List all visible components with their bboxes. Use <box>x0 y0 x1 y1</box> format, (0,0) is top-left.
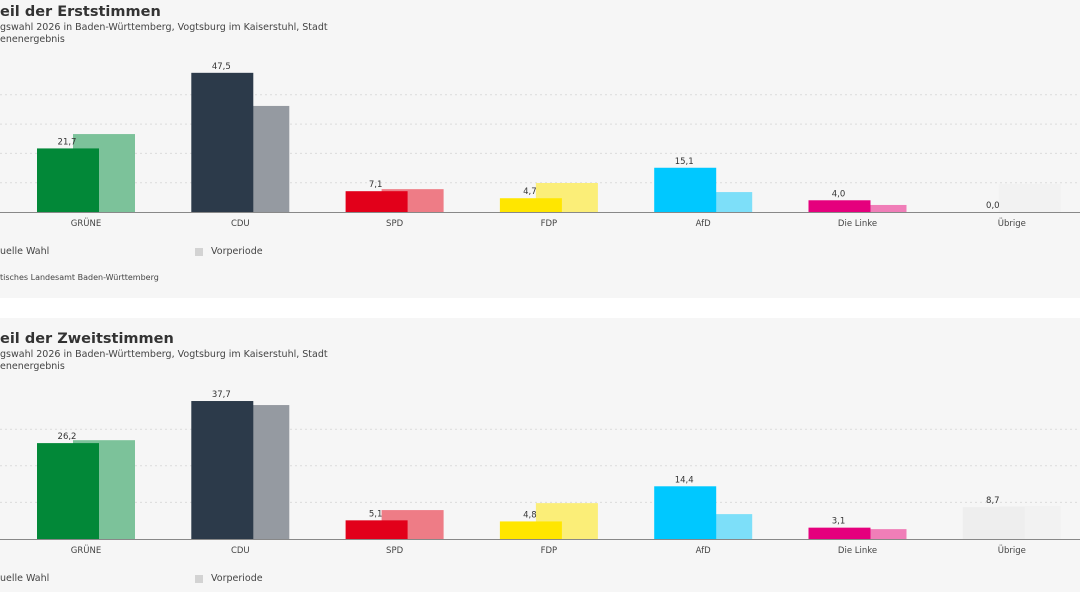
data-label: 8,7 <box>986 496 1000 506</box>
data-label: 26,2 <box>58 432 77 442</box>
data-label: 4,7 <box>523 187 537 197</box>
category-label: Die Linke <box>838 219 877 229</box>
chart-subtitle-2: enenergebnis <box>0 34 65 45</box>
data-label: 7,1 <box>369 180 383 190</box>
bar-current <box>345 191 408 212</box>
bar-current <box>37 443 99 539</box>
bar-current <box>191 401 254 539</box>
bar-current <box>962 507 1025 539</box>
data-label: 37,7 <box>212 390 231 400</box>
legend-swatch-previous <box>195 248 203 256</box>
legend-current: uelle Wahl <box>0 573 50 584</box>
chart-subtitle: gswahl 2026 in Baden-Württemberg, Vogtsb… <box>0 349 328 360</box>
bar-current <box>808 527 871 539</box>
bar-current <box>191 72 254 212</box>
chart-subtitle-2: enenergebnis <box>0 361 65 372</box>
chart-panel-zweitstimmen: eil der Zweitstimmen gswahl 2026 in Bade… <box>0 318 1080 592</box>
bar-previous <box>844 529 907 539</box>
bar-current <box>499 521 562 539</box>
category-label: GRÜNE <box>71 218 101 229</box>
category-label: AfD <box>696 546 712 556</box>
legend-previous: Vorperiode <box>211 246 263 257</box>
data-label: 5,1 <box>369 509 383 519</box>
bar-previous <box>998 183 1061 212</box>
category-label: SPD <box>386 546 404 556</box>
bar-chart-zweitstimmen: 26,2 GRÜNE 37,7 CDU 5,1 SPD 4,8 FDP 14,4 AfD 3,1 Di… <box>0 390 1080 556</box>
bar-current <box>499 198 562 212</box>
data-label: 15,1 <box>675 157 694 167</box>
chart-subtitle: gswahl 2026 in Baden-Württemberg, Vogtsb… <box>0 22 328 33</box>
source-note: tisches Landesamt Baden-Württemberg <box>0 273 159 282</box>
category-label: Übrige <box>998 218 1026 229</box>
legend-previous: Vorperiode <box>211 573 263 584</box>
category-label: CDU <box>231 219 250 229</box>
category-label: AfD <box>696 219 712 229</box>
category-label: SPD <box>386 219 404 229</box>
bar-current <box>654 167 717 212</box>
data-label: 4,0 <box>832 189 846 199</box>
data-label: 4,8 <box>523 510 537 520</box>
bar-current <box>345 520 408 539</box>
category-label: GRÜNE <box>71 545 101 556</box>
legend-swatch-previous <box>195 575 203 583</box>
category-label: Übrige <box>998 545 1026 556</box>
bar-previous <box>844 204 907 212</box>
bar-current <box>654 486 717 539</box>
bar-chart-erststimmen: 21,7 GRÜNE 47,5 CDU 7,1 SPD 4,7 FDP 15,1 AfD 4,0 Di… <box>0 62 1080 229</box>
data-label: 0,0 <box>986 201 1000 211</box>
legend-current: uelle Wahl <box>0 246 50 257</box>
data-label: 3,1 <box>832 517 846 527</box>
chart-panel-erststimmen: eil der Erststimmen gswahl 2026 in Baden… <box>0 4 1080 282</box>
bar-current <box>808 200 871 212</box>
category-label: Die Linke <box>838 546 877 556</box>
data-label: 14,4 <box>675 475 694 485</box>
category-label: FDP <box>541 546 558 556</box>
bar-current <box>37 148 99 212</box>
chart-title: eil der Zweitstimmen <box>0 331 174 347</box>
chart-title: eil der Erststimmen <box>0 4 161 20</box>
data-label: 47,5 <box>212 62 231 72</box>
data-label: 21,7 <box>58 137 77 147</box>
category-label: FDP <box>541 219 558 229</box>
category-label: CDU <box>231 546 250 556</box>
